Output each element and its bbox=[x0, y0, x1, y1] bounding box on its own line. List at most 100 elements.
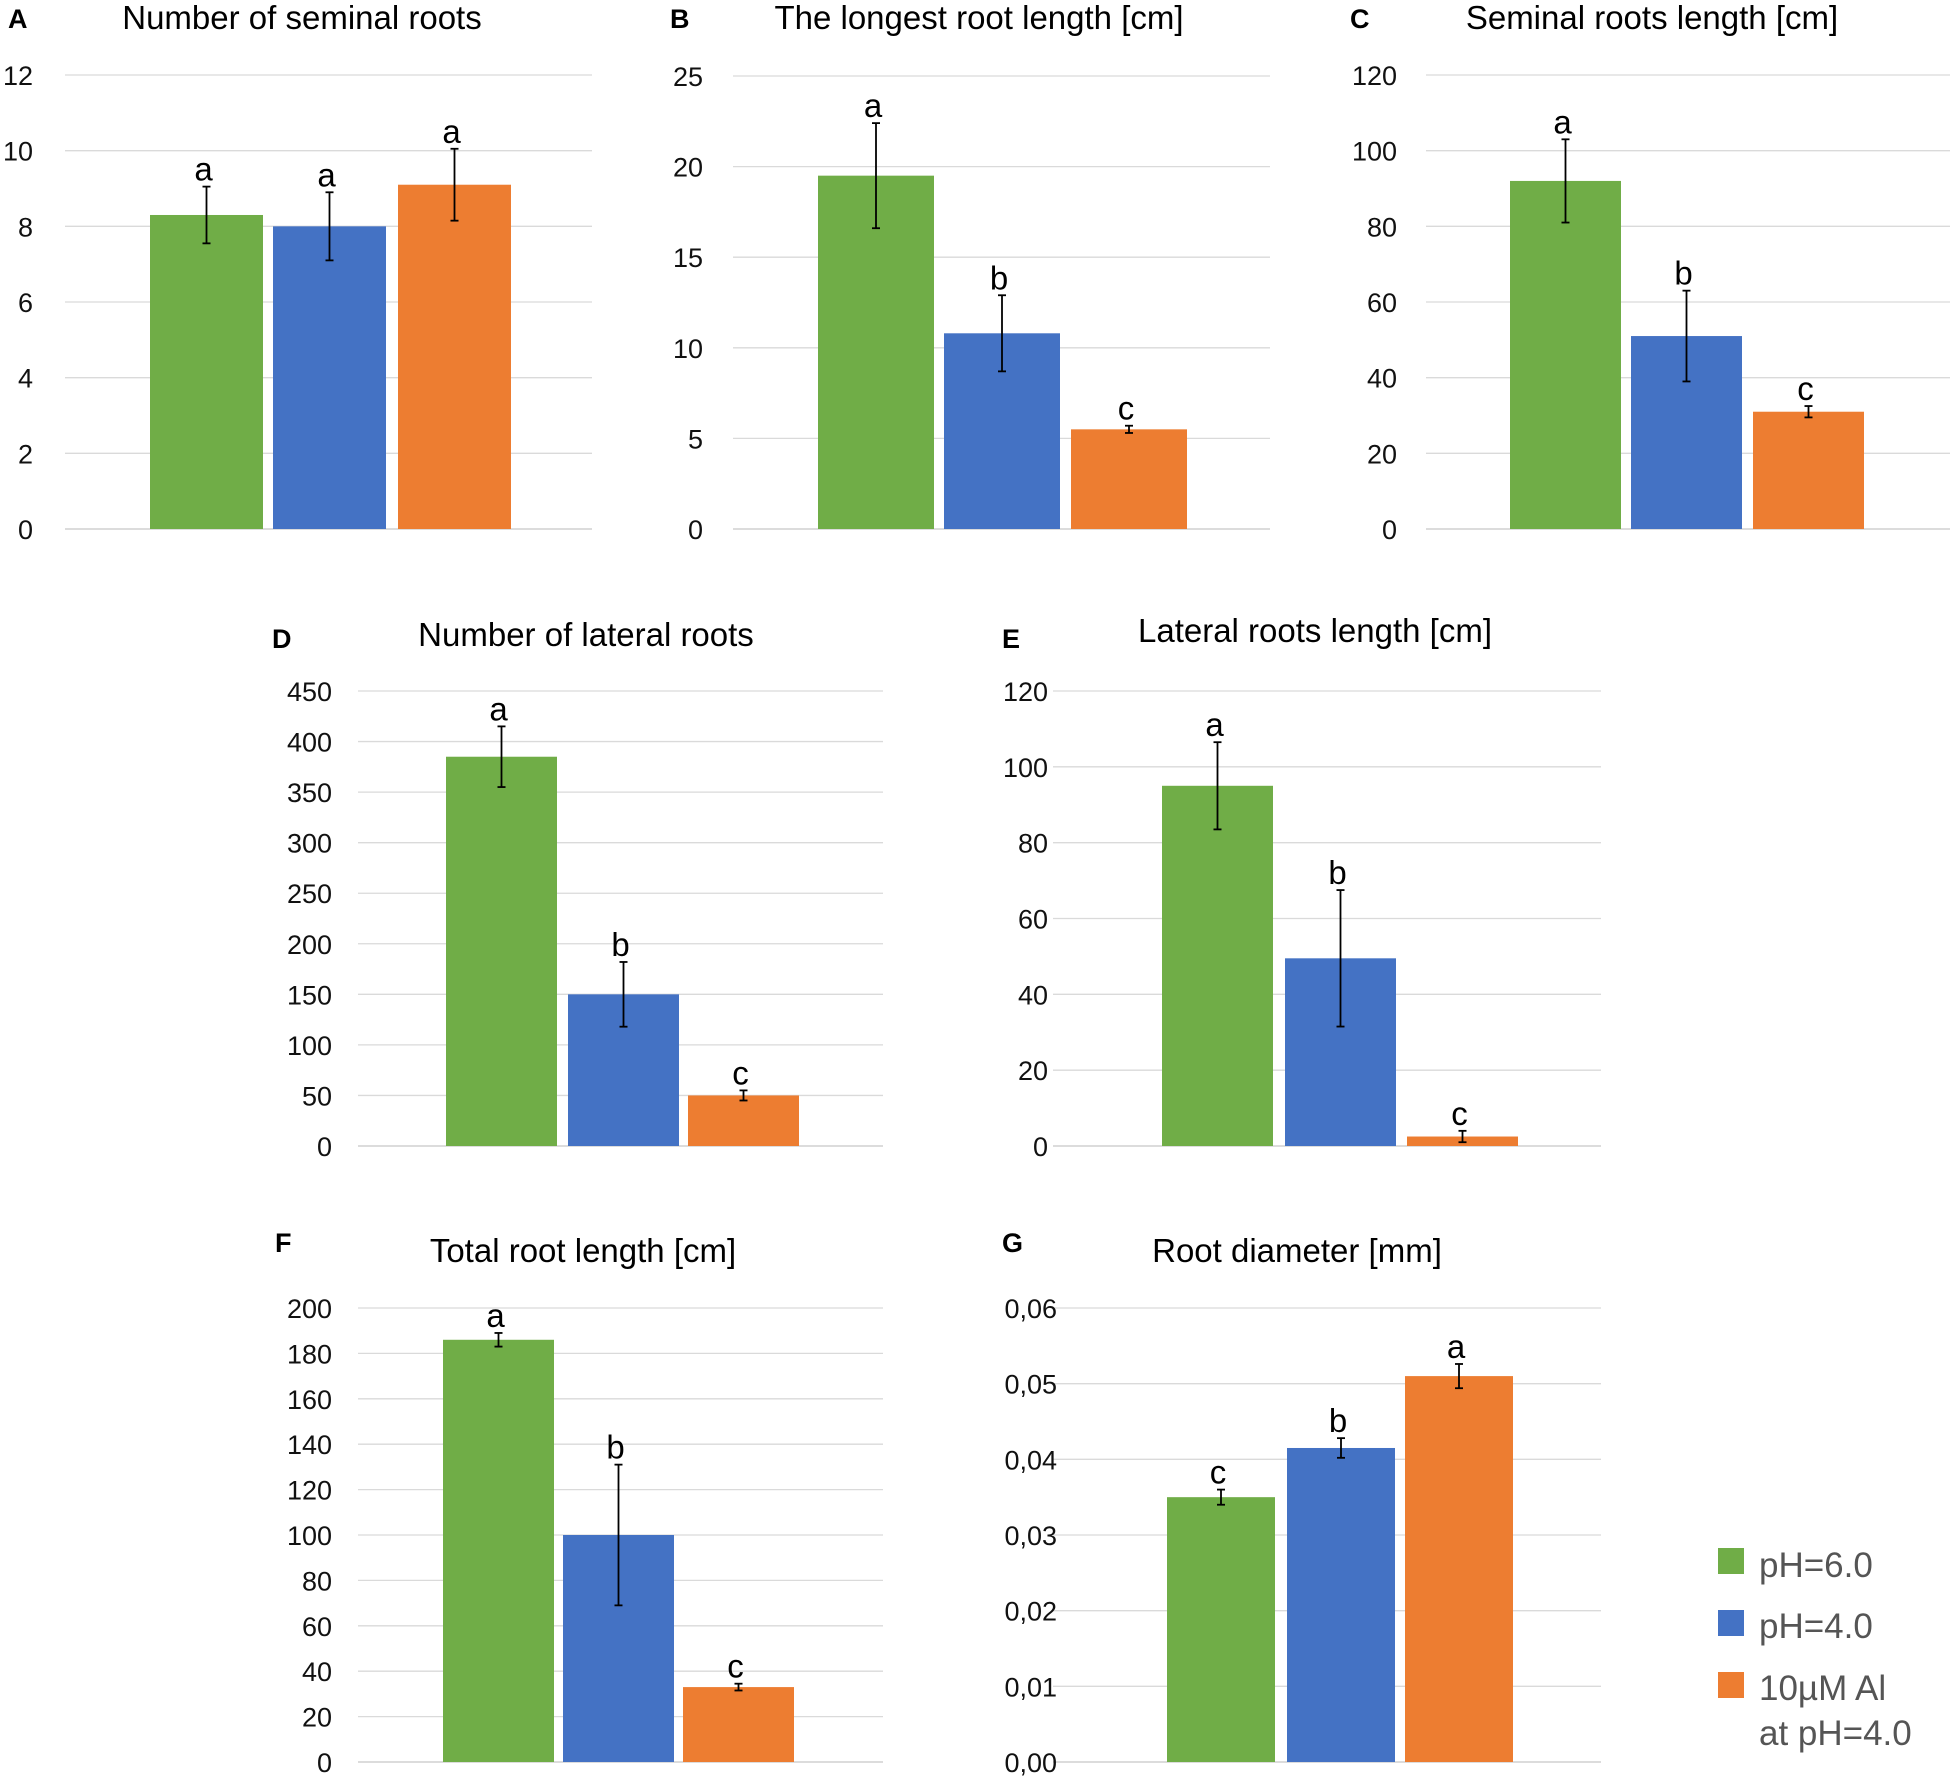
y-tick-label: 60 bbox=[1018, 905, 1048, 935]
panel-e: E Lateral roots length [cm] 0 20 40 60 80 100 12… bbox=[1002, 612, 1601, 1162]
chart-title: Number of lateral roots bbox=[418, 616, 754, 653]
chart-title: Number of seminal roots bbox=[122, 0, 481, 36]
significance-letter: b bbox=[1329, 1402, 1347, 1439]
y-tick-label: 0,04 bbox=[1004, 1445, 1057, 1475]
chart-panels: A Number of seminal roots 0 2 4 6 8 10 12 a a a B The… bbox=[3, 0, 1950, 1777]
y-tick-label: 100 bbox=[287, 1031, 332, 1061]
y-tick-label: 100 bbox=[287, 1521, 332, 1551]
legend-item: pH=6.0 bbox=[1718, 1546, 1873, 1585]
y-tick-label: 100 bbox=[1352, 137, 1397, 167]
chart-title: Root diameter [mm] bbox=[1152, 1232, 1442, 1269]
significance-letter: a bbox=[1447, 1328, 1466, 1365]
y-tick-label: 15 bbox=[673, 243, 703, 273]
bar bbox=[1753, 411, 1864, 529]
legend-swatch bbox=[1718, 1672, 1744, 1698]
significance-letter: a bbox=[194, 151, 213, 188]
y-tick-label: 40 bbox=[1018, 980, 1048, 1010]
significance-letter: c bbox=[1797, 370, 1814, 407]
significance-letter: c bbox=[1451, 1095, 1468, 1132]
y-tick-label: 160 bbox=[287, 1385, 332, 1415]
y-tick-label: 2 bbox=[18, 439, 33, 469]
significance-letter: b bbox=[990, 259, 1008, 296]
legend-item: 10µM Al at pH=4.0 bbox=[1718, 1669, 1912, 1753]
legend-swatch bbox=[1718, 1548, 1744, 1574]
y-tick-label: 100 bbox=[1003, 753, 1048, 783]
significance-letter: b bbox=[1328, 854, 1346, 891]
legend-swatch bbox=[1718, 1610, 1744, 1636]
y-tick-label: 20 bbox=[1367, 439, 1397, 469]
legend-label: 10µM Al bbox=[1759, 1669, 1886, 1708]
bar bbox=[1071, 429, 1187, 529]
chart-title: Seminal roots length [cm] bbox=[1466, 0, 1838, 36]
significance-letter: a bbox=[864, 87, 883, 124]
y-tick-label: 20 bbox=[673, 153, 703, 183]
y-tick-label: 0,05 bbox=[1004, 1370, 1057, 1400]
significance-letter: a bbox=[489, 690, 508, 727]
y-tick-label: 10 bbox=[673, 334, 703, 364]
y-tick-label: 4 bbox=[18, 364, 33, 394]
y-tick-label: 120 bbox=[287, 1476, 332, 1506]
y-tick-label: 180 bbox=[287, 1339, 332, 1369]
y-tick-label: 80 bbox=[1367, 212, 1397, 242]
panel-d: D Number of lateral roots 0 50 100 150 200 250 3… bbox=[272, 616, 883, 1162]
y-tick-label: 200 bbox=[287, 1294, 332, 1324]
bar bbox=[446, 756, 557, 1146]
y-tick-label: 0 bbox=[317, 1748, 332, 1777]
y-tick-label: 140 bbox=[287, 1430, 332, 1460]
y-tick-label: 5 bbox=[688, 424, 703, 454]
y-tick-label: 8 bbox=[18, 212, 33, 242]
bar bbox=[443, 1339, 554, 1762]
y-tick-label: 400 bbox=[287, 728, 332, 758]
y-tick-label: 0 bbox=[317, 1132, 332, 1162]
significance-letter: a bbox=[486, 1297, 505, 1334]
legend: pH=6.0 pH=4.0 10µM Al at pH=4.0 bbox=[1718, 1546, 1912, 1753]
y-tick-label: 450 bbox=[287, 677, 332, 707]
chart-title: The longest root length [cm] bbox=[774, 0, 1183, 36]
y-tick-label: 12 bbox=[3, 61, 33, 91]
panel-letter: F bbox=[275, 1228, 292, 1258]
y-tick-label: 0,00 bbox=[1004, 1748, 1057, 1777]
significance-letter: c bbox=[727, 1648, 744, 1685]
significance-letter: b bbox=[606, 1429, 624, 1466]
bar bbox=[150, 214, 263, 529]
y-tick-label: 120 bbox=[1352, 61, 1397, 91]
bar bbox=[688, 1095, 799, 1146]
panel-letter: D bbox=[272, 624, 292, 654]
legend-label: pH=6.0 bbox=[1759, 1546, 1873, 1585]
significance-letter: a bbox=[317, 156, 336, 193]
y-tick-label: 20 bbox=[1018, 1056, 1048, 1086]
y-tick-label: 350 bbox=[287, 778, 332, 808]
y-tick-label: 0,01 bbox=[1004, 1672, 1057, 1702]
bar bbox=[273, 226, 386, 530]
significance-letter: a bbox=[1553, 103, 1572, 140]
significance-letter: b bbox=[611, 926, 629, 963]
chart-title: Lateral roots length [cm] bbox=[1138, 612, 1492, 649]
legend-item: pH=4.0 bbox=[1718, 1607, 1873, 1646]
y-tick-label: 250 bbox=[287, 879, 332, 909]
y-tick-label: 0 bbox=[18, 515, 33, 545]
panel-letter: E bbox=[1002, 624, 1020, 654]
y-tick-label: 0 bbox=[688, 515, 703, 545]
y-tick-label: 0,02 bbox=[1004, 1597, 1057, 1627]
panel-g: G Root diameter [mm] 0,00 0,01 0,02 0,03 0,04 0… bbox=[1002, 1228, 1601, 1777]
legend-label: pH=4.0 bbox=[1759, 1607, 1873, 1646]
y-tick-label: 150 bbox=[287, 980, 332, 1010]
significance-letter: c bbox=[1210, 1454, 1227, 1491]
bar bbox=[818, 175, 934, 529]
bar bbox=[1167, 1497, 1275, 1762]
y-tick-label: 20 bbox=[302, 1703, 332, 1733]
bar bbox=[1162, 785, 1273, 1146]
significance-letter: c bbox=[1118, 390, 1135, 427]
panel-letter: B bbox=[670, 4, 690, 34]
significance-letter: c bbox=[732, 1054, 749, 1091]
y-tick-label: 80 bbox=[302, 1566, 332, 1596]
y-tick-label: 40 bbox=[1367, 364, 1397, 394]
y-tick-label: 120 bbox=[1003, 677, 1048, 707]
panel-c: C Seminal roots length [cm] 0 20 40 60 80 100 12… bbox=[1350, 0, 1950, 545]
panel-a: A Number of seminal roots 0 2 4 6 8 10 12 a a a bbox=[3, 0, 592, 545]
bar bbox=[683, 1687, 794, 1762]
y-tick-label: 300 bbox=[287, 829, 332, 859]
y-tick-label: 80 bbox=[1018, 829, 1048, 859]
y-tick-label: 6 bbox=[18, 288, 33, 318]
